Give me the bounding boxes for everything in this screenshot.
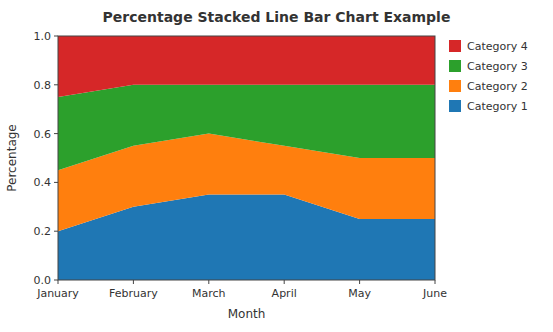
y-axis-label: Percentage — [5, 124, 19, 192]
y-tick-label: 0.6 — [34, 128, 52, 141]
x-tick-label: January — [36, 287, 79, 300]
x-tick — [208, 280, 209, 284]
y-tick — [54, 231, 58, 232]
y-axis: 0.0 0.2 0.4 0.6 0.8 1.0 — [34, 30, 59, 287]
legend-swatch — [449, 100, 461, 112]
area — [58, 36, 435, 97]
x-tick — [359, 280, 360, 284]
y-tick — [54, 182, 58, 183]
areas — [58, 36, 435, 280]
y-tick-label: 0.0 — [34, 274, 52, 287]
chart: 0.0 0.2 0.4 0.6 0.8 1.0 January February March Ap… — [0, 0, 553, 332]
plot-frame — [58, 36, 435, 280]
x-tick-label: March — [192, 287, 226, 300]
legend: Category 4 Category 3 Category 2 Category 1 — [449, 40, 528, 113]
legend-swatch — [449, 80, 461, 92]
y-tick — [54, 133, 58, 134]
y-tick-label: 0.2 — [34, 225, 52, 238]
x-tick — [133, 280, 134, 284]
x-tick-label: June — [422, 287, 447, 300]
legend-label: Category 4 — [467, 40, 528, 53]
x-tick-label: May — [348, 287, 371, 300]
y-tick-label: 1.0 — [34, 30, 52, 43]
x-tick-label: April — [272, 287, 297, 300]
y-tick-label: 0.8 — [34, 79, 52, 92]
x-tick — [435, 280, 436, 284]
legend-label: Category 2 — [467, 80, 528, 93]
y-tick — [54, 84, 58, 85]
y-tick — [54, 280, 58, 281]
legend-label: Category 1 — [467, 100, 528, 113]
x-axis-label: Month — [228, 307, 266, 321]
x-tick-label: February — [109, 287, 158, 300]
title: Percentage Stacked Line Bar Chart Exampl… — [103, 9, 451, 25]
legend-swatch — [449, 60, 461, 72]
area — [58, 85, 435, 170]
x-tick — [58, 280, 59, 284]
legend-label: Category 3 — [467, 60, 528, 73]
x-tick — [284, 280, 285, 284]
legend-swatch — [449, 40, 461, 52]
x-axis: January February March April May June — [36, 280, 447, 300]
y-tick — [54, 36, 58, 37]
y-tick-label: 0.4 — [34, 176, 52, 189]
